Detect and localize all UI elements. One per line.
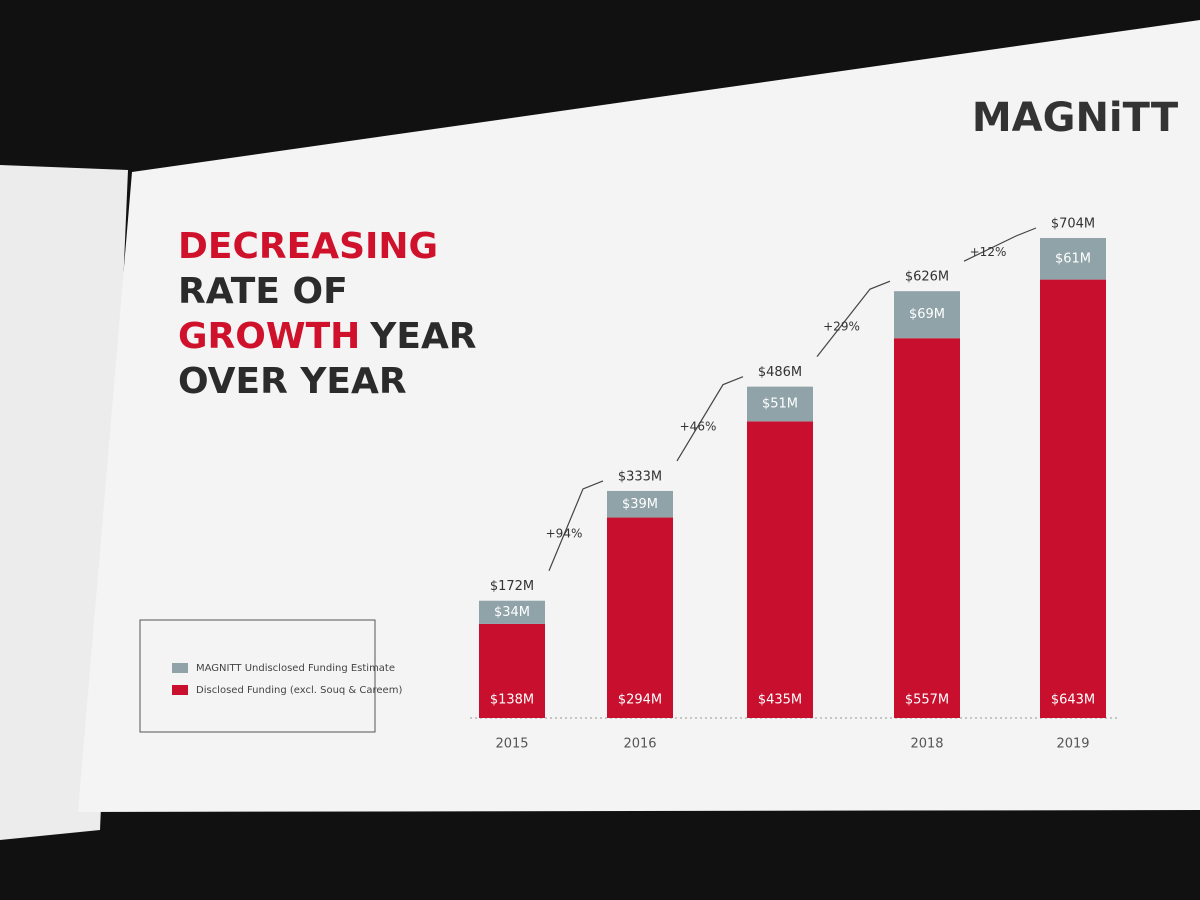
total-label: $172M <box>490 579 534 594</box>
bar-segment <box>607 517 673 718</box>
bar-segment <box>607 490 673 518</box>
title-word: DECREASING <box>178 226 438 267</box>
total-label: $333M <box>618 469 662 484</box>
growth-connector <box>548 480 604 571</box>
value-label: $34M <box>494 605 530 620</box>
x-tick-label: 2016 <box>623 737 656 752</box>
bar-segment <box>479 623 545 718</box>
growth-connector <box>963 227 1037 262</box>
value-label: $138M <box>490 693 534 708</box>
growth-label: +46% <box>680 419 717 433</box>
growth-connector <box>676 376 744 462</box>
legend-swatch <box>172 663 188 673</box>
bar-segment <box>747 386 813 422</box>
title-line: RATE OF <box>178 271 348 312</box>
growth-connector <box>816 280 891 358</box>
bar-segment <box>1040 238 1106 280</box>
total-label: $704M <box>1051 217 1095 232</box>
total-label: $486M <box>758 365 802 380</box>
legend-label: Disclosed Funding (excl. Souq & Careem) <box>196 685 402 696</box>
legend-label: MAGNITT Undisclosed Funding Estimate <box>196 663 395 674</box>
value-label: $61M <box>1055 251 1091 266</box>
x-tick-label: 2019 <box>1056 737 1089 752</box>
value-label: $69M <box>909 307 945 322</box>
bar-segment <box>747 421 813 718</box>
total-label: $626M <box>905 270 949 285</box>
value-label: $51M <box>762 397 798 412</box>
value-label: $435M <box>758 693 802 708</box>
bar-segment <box>479 600 545 624</box>
bar-segment <box>1040 279 1106 718</box>
bar-segment <box>894 291 960 339</box>
value-label: $643M <box>1051 693 1095 708</box>
title-line: DECREASING <box>178 226 438 267</box>
x-tick-label: 2018 <box>910 737 943 752</box>
value-label: $294M <box>618 693 662 708</box>
title-word: RATE OF <box>178 271 348 312</box>
growth-label: +29% <box>823 319 860 333</box>
title-word: OVER YEAR <box>178 361 407 402</box>
value-label: $39M <box>622 497 658 512</box>
legend-swatch <box>172 685 188 695</box>
title-word: GROWTH <box>178 316 360 357</box>
title-word: YEAR <box>369 316 476 357</box>
x-tick-label: 2015 <box>495 737 528 752</box>
title-line: OVER YEAR <box>178 361 407 402</box>
bar-segment <box>894 338 960 718</box>
logo: MAGNiTT <box>972 95 1179 141</box>
growth-label: +12% <box>970 245 1007 259</box>
value-label: $557M <box>905 693 949 708</box>
growth-label: +94% <box>546 526 583 540</box>
legend-box <box>139 619 376 733</box>
title-line: GROWTH YEAR <box>178 316 477 357</box>
